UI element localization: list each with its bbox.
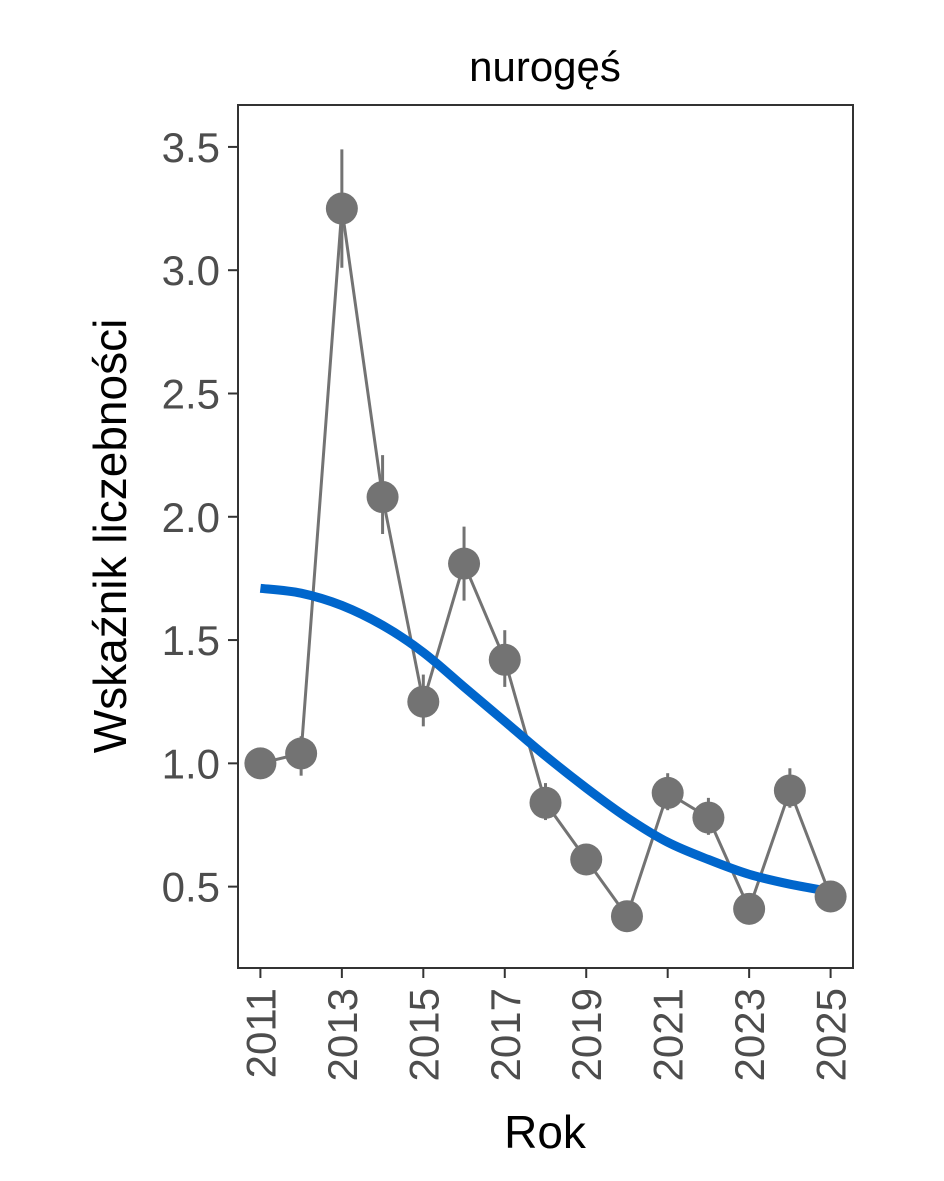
data-point xyxy=(651,776,684,809)
data-point xyxy=(325,192,358,225)
y-tick-label: 3.5 xyxy=(162,124,220,171)
x-tick-label: 2013 xyxy=(319,988,366,1081)
y-tick-label: 0.5 xyxy=(162,864,220,911)
plot-panel xyxy=(237,104,854,969)
data-point xyxy=(529,786,562,819)
data-point xyxy=(488,643,521,676)
chart-title: nurogęś xyxy=(469,43,621,90)
y-axis-title: Wskaźnik liczebności xyxy=(84,319,136,754)
data-point xyxy=(692,801,725,834)
x-tick-label: 2025 xyxy=(808,988,855,1081)
y-tick-label: 3.0 xyxy=(162,247,220,294)
trend-line xyxy=(259,583,832,897)
x-tick-label: 2011 xyxy=(237,988,284,1078)
data-point xyxy=(244,747,277,780)
y-tick-label: 1.0 xyxy=(162,740,220,787)
x-axis-title: Rok xyxy=(504,1106,587,1158)
chart-marks xyxy=(244,149,847,933)
x-tick-label: 2021 xyxy=(645,988,692,1081)
y-tick-label: 1.5 xyxy=(162,617,220,664)
data-point xyxy=(610,900,643,933)
y-axis: 0.5 1.0 1.5 2.0 2.5 3.0 3.5 xyxy=(162,124,238,911)
data-point xyxy=(570,843,603,876)
y-tick-label: 2.5 xyxy=(162,370,220,417)
data-point xyxy=(448,547,481,580)
data-point xyxy=(366,481,399,514)
data-point xyxy=(733,892,766,925)
x-axis: 2011 2013 2015 2017 2019 2021 2023 2025 xyxy=(237,968,855,1081)
data-point xyxy=(773,774,806,807)
x-tick-label: 2015 xyxy=(400,988,447,1081)
x-tick-label: 2019 xyxy=(563,988,610,1081)
x-tick-label: 2017 xyxy=(482,988,529,1081)
y-tick-label: 2.0 xyxy=(162,494,220,541)
data-point xyxy=(285,737,318,770)
data-point xyxy=(814,880,847,913)
data-point xyxy=(407,685,440,718)
x-tick-label: 2023 xyxy=(726,988,773,1081)
